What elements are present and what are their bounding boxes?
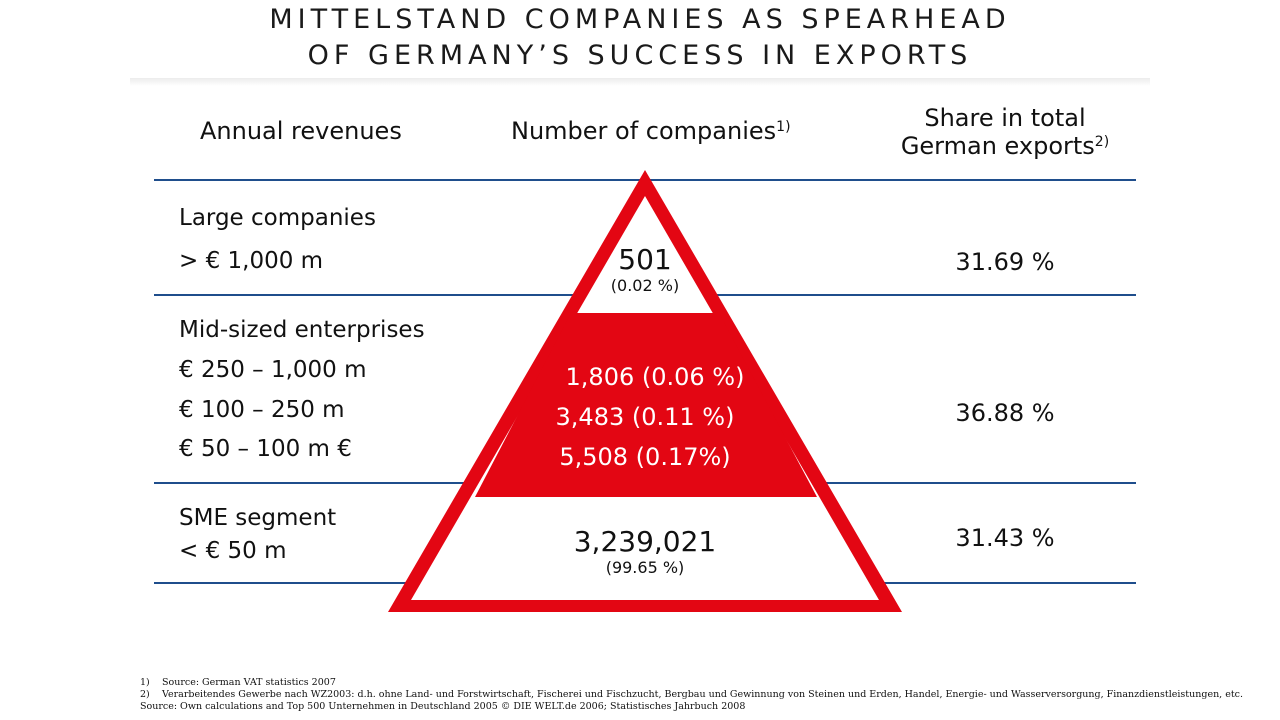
footnote-2-text: Verarbeitendes Gewerbe nach WZ2003: d.h.… [162,689,1244,700]
count-sme-percent: (99.65 %) [605,558,685,577]
count-large-percent: (0.02 %) [610,276,680,295]
footnote-2: 2) Verarbeitendes Gewerbe nach WZ2003: d.… [140,689,1243,701]
count-large-value: 501 [618,243,672,276]
header-companies-footnote-mark: 1) [776,119,791,135]
footnote-1: 1) Source: German VAT statistics 2007 [140,677,336,689]
share-sme: 31.43 % [955,524,1055,552]
count-mid-3: 5,508 (0.17%) [559,443,731,471]
title-line-1: MITTELSTAND COMPANIES AS SPEARHEAD [269,4,1011,35]
slide-title: MITTELSTAND COMPANIES AS SPEARHEAD OF GE… [0,2,1280,74]
title-shadow [130,78,1150,86]
label-mid-revenue-3: € 50 – 100 m € [179,436,352,462]
count-sme: 3,239,021 (99.65 %) [520,526,770,578]
pyramid-mid-band [475,313,817,497]
label-mid-revenue-2: € 100 – 250 m [179,397,345,423]
header-annual-revenues: Annual revenues [200,117,402,145]
footnote-1-text: Source: German VAT statistics 2007 [162,677,336,688]
label-mid-sized: Mid-sized enterprises [179,317,425,343]
label-sme-segment: SME segment [179,505,337,531]
label-large-companies: Large companies [179,205,376,231]
label-large-revenue: > € 1,000 m [179,248,324,274]
header-share-exports: Share in total German exports2) [880,104,1130,160]
header-share-footnote-mark: 2) [1094,134,1110,150]
header-share-line-2-text: German exports [900,132,1095,160]
count-mid-1: 1,806 (0.06 %) [565,363,745,391]
count-sme-value: 3,239,021 [573,525,717,558]
header-number-of-companies: Number of companies1) [511,117,791,145]
title-line-2: OF GERMANY’S SUCCESS IN EXPORTS [307,40,973,71]
header-share-line-2: German exports2) [880,132,1130,160]
label-mid-revenue-1: € 250 – 1,000 m [179,357,367,383]
header-companies-text: Number of companies [511,117,777,145]
count-large: 501 (0.02 %) [545,244,745,296]
header-share-line-1: Share in total [924,104,1086,132]
footnote-1-number: 1) [140,677,150,688]
footnote-2-number: 2) [140,689,150,700]
label-sme-revenue: < € 50 m [179,538,287,564]
count-mid-2: 3,483 (0.11 %) [555,403,735,431]
share-large: 31.69 % [955,248,1055,276]
share-mid: 36.88 % [955,399,1055,427]
footnote-source: Source: Own calculations and Top 500 Unt… [140,701,746,712]
